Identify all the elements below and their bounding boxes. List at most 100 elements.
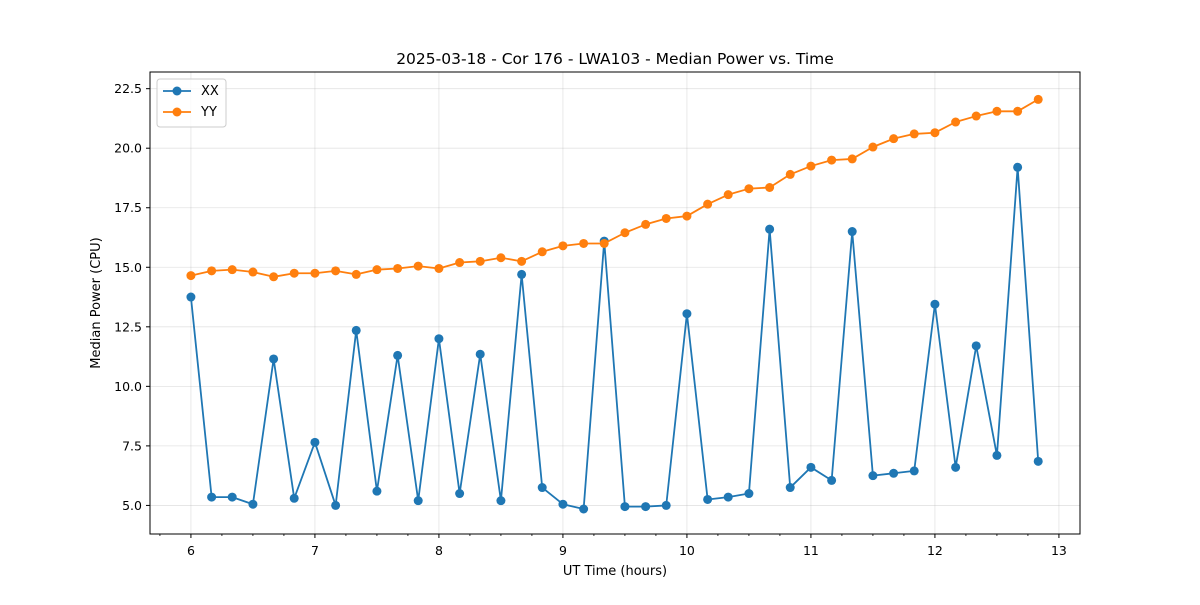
series-xx-point xyxy=(537,483,547,493)
series-yy-point xyxy=(331,266,341,276)
y-tick-label: 5.0 xyxy=(122,498,142,513)
series-xx-point xyxy=(765,224,775,234)
series-yy-point xyxy=(186,271,196,281)
series-yy-point xyxy=(496,253,506,263)
series-yy-point xyxy=(289,268,299,278)
series-yy-point xyxy=(827,155,837,165)
series-xx-point xyxy=(455,489,465,499)
y-tick-label: 10.0 xyxy=(114,379,142,394)
y-tick-label: 7.5 xyxy=(122,438,142,453)
series-xx-point xyxy=(434,334,444,344)
series-xx-point xyxy=(372,486,382,496)
series-yy-point xyxy=(909,129,919,139)
legend-xx-marker xyxy=(172,86,182,96)
x-axis-label: UT Time (hours) xyxy=(563,564,667,579)
series-xx-point xyxy=(889,468,899,478)
series-yy-point xyxy=(1033,94,1043,104)
series-yy-point xyxy=(661,213,671,223)
series-yy-point xyxy=(723,190,733,200)
series-yy-point xyxy=(641,219,651,229)
legend: XX YY xyxy=(156,78,227,128)
series-yy-point xyxy=(889,134,899,144)
plot-frame xyxy=(149,71,1081,535)
x-tick-label: 13 xyxy=(1051,543,1067,558)
axis-ticks: 6 7 8 9 10 11 12 13 5.0 7.5 10.0 12.5 15.0 17.5 20.0 22… xyxy=(114,81,1067,558)
series-xx-point xyxy=(351,325,361,335)
series-xx-point xyxy=(413,496,423,506)
series-xx-point xyxy=(951,462,961,472)
series-yy-point xyxy=(785,169,795,179)
y-tick-label: 22.5 xyxy=(114,81,142,96)
series-yy-point xyxy=(558,241,568,251)
series-yy-point xyxy=(992,106,1002,116)
series-xx-point xyxy=(971,341,981,351)
series-xx-point xyxy=(227,492,237,502)
series-yy-point xyxy=(951,117,961,127)
y-tick-label: 12.5 xyxy=(114,319,142,334)
series-xx-point xyxy=(248,499,258,509)
x-tick-label: 6 xyxy=(187,543,195,558)
series-xx-point xyxy=(1013,162,1023,172)
series-xx-point xyxy=(475,349,485,359)
series-xx-point xyxy=(579,504,589,514)
series-yy-point xyxy=(455,258,465,268)
chart-title: 2025-03-18 - Cor 176 - LWA103 - Median P… xyxy=(396,50,834,68)
legend-xx-label: XX xyxy=(201,84,219,99)
series-yy-point xyxy=(579,238,589,248)
series-yy-point xyxy=(847,154,857,164)
series-xx-point xyxy=(744,489,754,499)
series-yy-point xyxy=(393,263,403,273)
series-xx-point xyxy=(558,499,568,509)
series-xx-point xyxy=(641,502,651,512)
series-yy-point xyxy=(351,269,361,279)
legend-yy-marker xyxy=(172,107,182,117)
series-xx-point xyxy=(517,269,527,279)
series-xx-point xyxy=(868,471,878,481)
series-xx-point xyxy=(331,500,341,510)
series-yy-point xyxy=(930,128,940,138)
series-layer xyxy=(186,94,1043,514)
series-yy-point xyxy=(971,111,981,121)
series-yy-point xyxy=(413,261,423,271)
series-yy-point xyxy=(248,267,258,277)
series-yy-point xyxy=(868,142,878,152)
series-yy-point xyxy=(227,265,237,275)
y-tick-label: 15.0 xyxy=(114,260,142,275)
series-yy-point xyxy=(372,265,382,275)
series-xx-point xyxy=(661,500,671,510)
series-yy-point xyxy=(806,161,816,171)
series-xx-point xyxy=(310,437,320,447)
x-tick-label: 9 xyxy=(559,543,567,558)
series-xx-point xyxy=(703,494,713,504)
series-yy-point xyxy=(207,266,217,276)
series-xx-point xyxy=(186,292,196,302)
series-xx-point xyxy=(682,309,692,319)
series-yy-point xyxy=(1013,106,1023,116)
series-yy-point xyxy=(682,211,692,221)
series-yy-point xyxy=(517,256,527,266)
y-tick-label: 20.0 xyxy=(114,141,142,156)
series-xx-point xyxy=(847,227,857,237)
series-yy-point xyxy=(703,199,713,209)
series-xx-point xyxy=(496,496,506,506)
y-axis-label: Median Power (CPU) xyxy=(89,237,104,368)
series-yy-point xyxy=(269,272,279,282)
series-xx-point xyxy=(930,299,940,309)
legend-yy-label: YY xyxy=(200,105,217,120)
series-yy-point xyxy=(765,183,775,192)
series-yy-point xyxy=(537,247,547,257)
series-yy-point xyxy=(744,184,754,194)
series-xx-point xyxy=(269,354,279,364)
series-xx-point xyxy=(785,483,795,493)
x-tick-label: 10 xyxy=(679,543,695,558)
x-tick-label: 7 xyxy=(311,543,319,558)
series-xx-point xyxy=(723,492,733,502)
series-yy-point xyxy=(310,268,320,278)
series-xx-point xyxy=(289,493,299,503)
series-yy-point xyxy=(620,228,630,238)
x-tick-label: 11 xyxy=(803,543,819,558)
series-xx-point xyxy=(1033,456,1043,466)
series-xx-point xyxy=(909,466,919,476)
x-tick-label: 12 xyxy=(927,543,943,558)
